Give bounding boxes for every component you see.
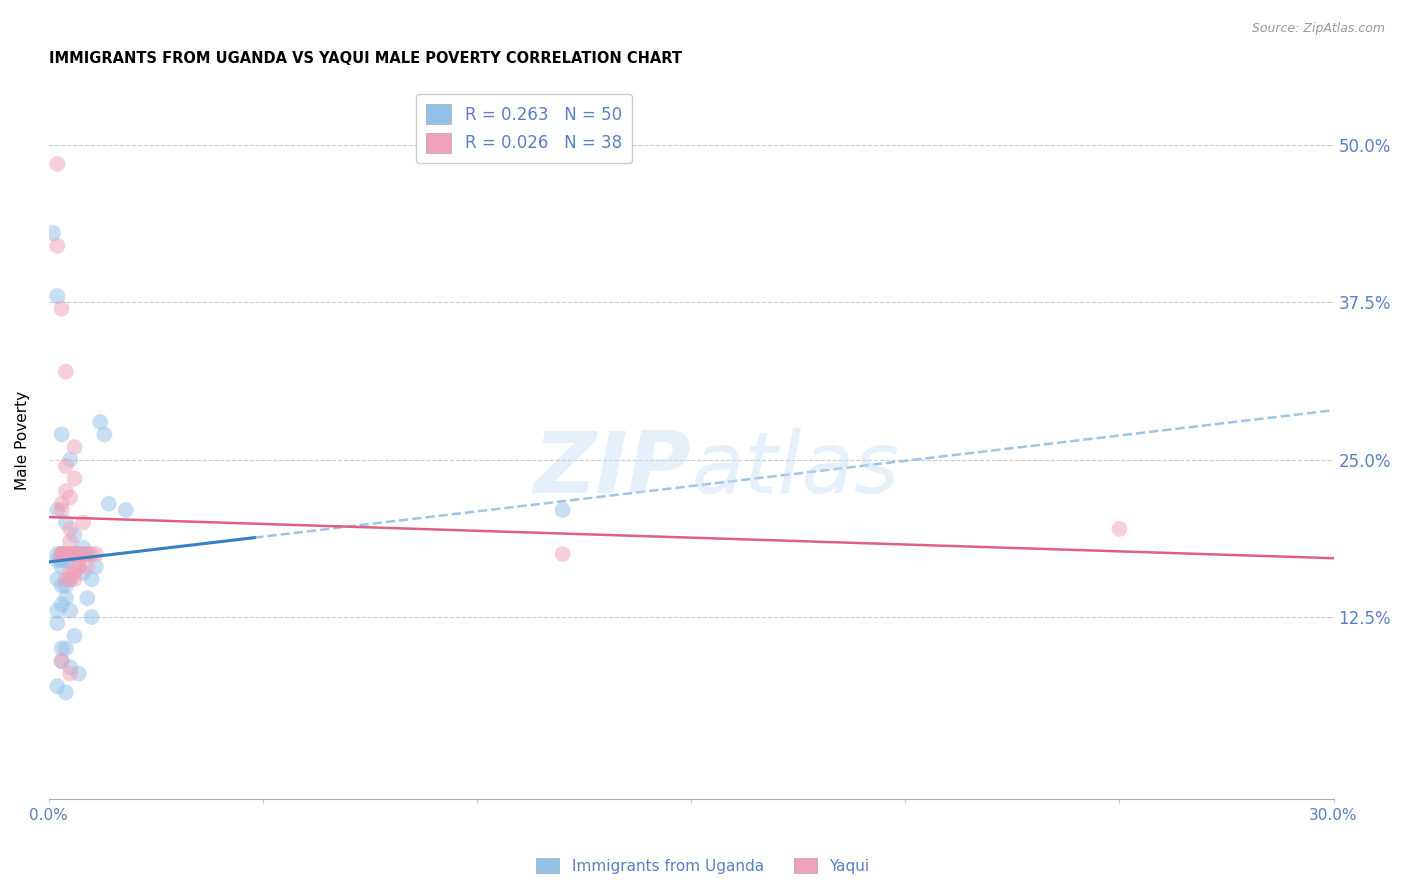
Point [80, 572, 103, 586]
Point [51, 427, 73, 442]
Point [55, 458, 77, 473]
Point [51, 654, 73, 668]
Point [114, 503, 136, 517]
Point [51, 559, 73, 574]
Point [63, 440, 86, 454]
Point [51, 547, 73, 561]
Point [51, 547, 73, 561]
Point [59, 547, 82, 561]
Point [55, 547, 77, 561]
Point [59, 572, 82, 586]
Point [59, 566, 82, 580]
Point [55, 547, 77, 561]
Point [63, 528, 86, 542]
Point [63, 566, 86, 580]
Text: Source: ZipAtlas.com: Source: ZipAtlas.com [1251, 22, 1385, 36]
Point [46, 238, 69, 252]
Point [46, 289, 69, 303]
Point [46, 572, 69, 586]
Point [46, 616, 69, 631]
Point [63, 547, 86, 561]
Point [72, 516, 94, 530]
Point [46, 157, 69, 171]
Point [93, 427, 115, 442]
Point [51, 578, 73, 592]
Point [67, 547, 90, 561]
Point [42, 226, 65, 240]
Point [51, 598, 73, 612]
Point [51, 553, 73, 567]
Point [55, 516, 77, 530]
Point [97, 497, 120, 511]
Point [55, 591, 77, 606]
Legend: Immigrants from Uganda, Yaqui: Immigrants from Uganda, Yaqui [530, 852, 876, 880]
Point [55, 553, 77, 567]
Point [59, 572, 82, 586]
Point [59, 452, 82, 467]
Point [59, 547, 82, 561]
Point [80, 547, 103, 561]
Point [55, 484, 77, 499]
Point [63, 547, 86, 561]
Point [55, 641, 77, 656]
Point [55, 578, 77, 592]
Point [1108, 522, 1130, 536]
Point [51, 641, 73, 656]
Point [76, 591, 98, 606]
Point [55, 572, 77, 586]
Legend: R = 0.263   N = 50, R = 0.026   N = 38: R = 0.263 N = 50, R = 0.026 N = 38 [416, 94, 631, 163]
Point [46, 553, 69, 567]
Point [51, 497, 73, 511]
Point [72, 566, 94, 580]
Point [67, 547, 90, 561]
Point [67, 666, 90, 681]
Point [59, 522, 82, 536]
Text: atlas: atlas [692, 428, 898, 511]
Point [84, 547, 107, 561]
Text: ZIP: ZIP [533, 428, 692, 511]
Point [76, 547, 98, 561]
Point [51, 547, 73, 561]
Point [551, 547, 574, 561]
Point [51, 547, 73, 561]
Point [72, 541, 94, 555]
Point [46, 503, 69, 517]
Point [89, 415, 111, 429]
Point [46, 604, 69, 618]
Point [63, 471, 86, 485]
Point [59, 660, 82, 674]
Point [55, 685, 77, 699]
Y-axis label: Male Poverty: Male Poverty [15, 392, 30, 491]
Point [67, 547, 90, 561]
Point [551, 503, 574, 517]
Point [51, 503, 73, 517]
Point [59, 604, 82, 618]
Point [80, 610, 103, 624]
Point [76, 559, 98, 574]
Point [63, 572, 86, 586]
Point [46, 679, 69, 693]
Point [59, 547, 82, 561]
Point [46, 547, 69, 561]
Point [76, 547, 98, 561]
Point [63, 547, 86, 561]
Point [67, 559, 90, 574]
Point [59, 491, 82, 505]
Point [67, 559, 90, 574]
Point [63, 559, 86, 574]
Point [84, 559, 107, 574]
Point [51, 301, 73, 316]
Point [63, 629, 86, 643]
Point [51, 654, 73, 668]
Point [63, 547, 86, 561]
Text: IMMIGRANTS FROM UGANDA VS YAQUI MALE POVERTY CORRELATION CHART: IMMIGRANTS FROM UGANDA VS YAQUI MALE POV… [49, 51, 682, 66]
Point [72, 547, 94, 561]
Point [59, 534, 82, 549]
Point [55, 365, 77, 379]
Point [59, 666, 82, 681]
